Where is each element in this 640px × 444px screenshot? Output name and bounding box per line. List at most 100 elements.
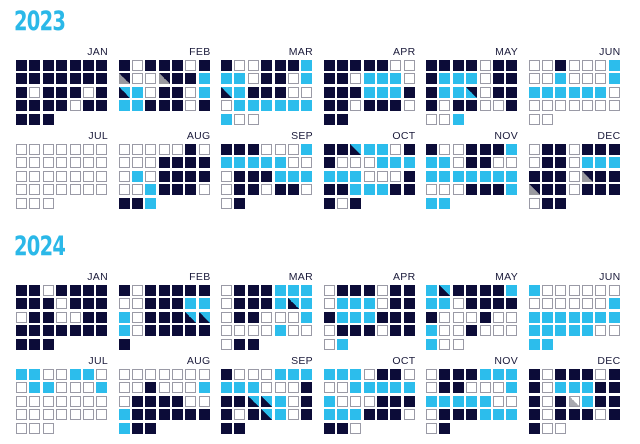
day-empty [452, 338, 464, 350]
day-dark [56, 325, 68, 337]
day-dark [363, 60, 375, 71]
day-empty [287, 311, 299, 323]
month-sep-2024: SEP [221, 355, 313, 434]
day-empty [69, 170, 81, 182]
day-blue [145, 184, 157, 196]
day-empty [363, 369, 375, 380]
day-dark [336, 60, 348, 71]
day-empty [541, 73, 553, 85]
day-dark [479, 311, 491, 323]
day-dark [323, 184, 335, 196]
day-dark [158, 170, 170, 182]
day-dark [466, 325, 478, 337]
day-empty [336, 395, 348, 407]
day-empty [452, 144, 464, 155]
day-blue [377, 382, 389, 394]
day-empty [287, 409, 299, 421]
day-dark [198, 100, 210, 112]
day-empty [145, 144, 157, 155]
day-blue [274, 170, 286, 182]
day-blue [555, 382, 567, 394]
day-blue [492, 409, 504, 421]
day-dark [145, 395, 157, 407]
day-dark [172, 184, 184, 196]
day-dark [350, 285, 362, 296]
day-dark [145, 285, 157, 296]
day-blue [466, 395, 478, 407]
day-empty [131, 285, 143, 296]
day-split-white-gray [568, 395, 580, 407]
day-blue [350, 170, 362, 182]
day-dark [426, 311, 437, 323]
day-grid [16, 144, 108, 209]
day-dark [582, 184, 594, 196]
day-empty [56, 144, 68, 155]
day-empty [506, 311, 518, 323]
month-label: MAY [495, 271, 518, 283]
day-dark [131, 197, 143, 209]
day-blue [118, 100, 130, 112]
day-dark [555, 184, 567, 196]
day-dark [29, 60, 41, 71]
day-blue [274, 395, 286, 407]
day-empty [221, 197, 232, 209]
day-dark [56, 86, 68, 98]
month-label: APR [393, 271, 416, 283]
day-empty [350, 73, 362, 85]
day-grid [118, 144, 211, 209]
day-empty [323, 325, 335, 337]
day-blue [439, 170, 451, 182]
month-jul-2024: JUL [16, 355, 108, 434]
day-empty [568, 60, 580, 71]
day-empty [492, 382, 504, 394]
day-dark [158, 409, 170, 421]
day-split-dark-gray [118, 73, 130, 85]
day-empty [198, 144, 210, 155]
day-empty [82, 144, 94, 155]
day-dark [158, 86, 170, 98]
day-dark [426, 100, 437, 112]
day-empty [426, 382, 437, 394]
day-empty [172, 369, 184, 380]
day-empty [506, 395, 518, 407]
day-dark [363, 325, 375, 337]
day-empty [568, 100, 580, 112]
month-may-2023: MAY [426, 46, 518, 125]
day-blue [426, 338, 437, 350]
day-dark [336, 144, 348, 155]
month-label: MAY [495, 46, 518, 58]
day-empty [403, 369, 415, 380]
day-blue [131, 86, 143, 98]
day-empty [541, 60, 553, 71]
day-empty [323, 298, 335, 310]
day-empty [287, 86, 299, 98]
day-blue [377, 157, 389, 169]
day-dark [172, 325, 184, 337]
day-blue [452, 395, 464, 407]
day-blue [426, 325, 437, 337]
day-dark [466, 369, 478, 380]
day-blue [528, 311, 540, 323]
day-dark [439, 409, 451, 421]
day-grid [118, 60, 211, 112]
day-empty [234, 409, 246, 421]
day-dark [350, 60, 362, 71]
day-blue [336, 369, 348, 380]
day-empty [301, 157, 313, 169]
day-dark [439, 382, 451, 394]
day-empty [528, 60, 540, 71]
month-label: SEP [291, 130, 313, 142]
day-dark [555, 60, 567, 71]
day-dark [96, 285, 108, 296]
day-split-dark-blue [350, 144, 362, 155]
day-empty [118, 369, 130, 380]
day-empty [261, 184, 273, 196]
day-empty [145, 170, 157, 182]
day-grid [118, 369, 211, 434]
day-dark [16, 86, 27, 98]
day-empty [29, 395, 41, 407]
day-empty [96, 369, 108, 380]
day-empty [608, 325, 620, 337]
day-split-dark-blue [198, 311, 210, 323]
day-empty [595, 100, 607, 112]
